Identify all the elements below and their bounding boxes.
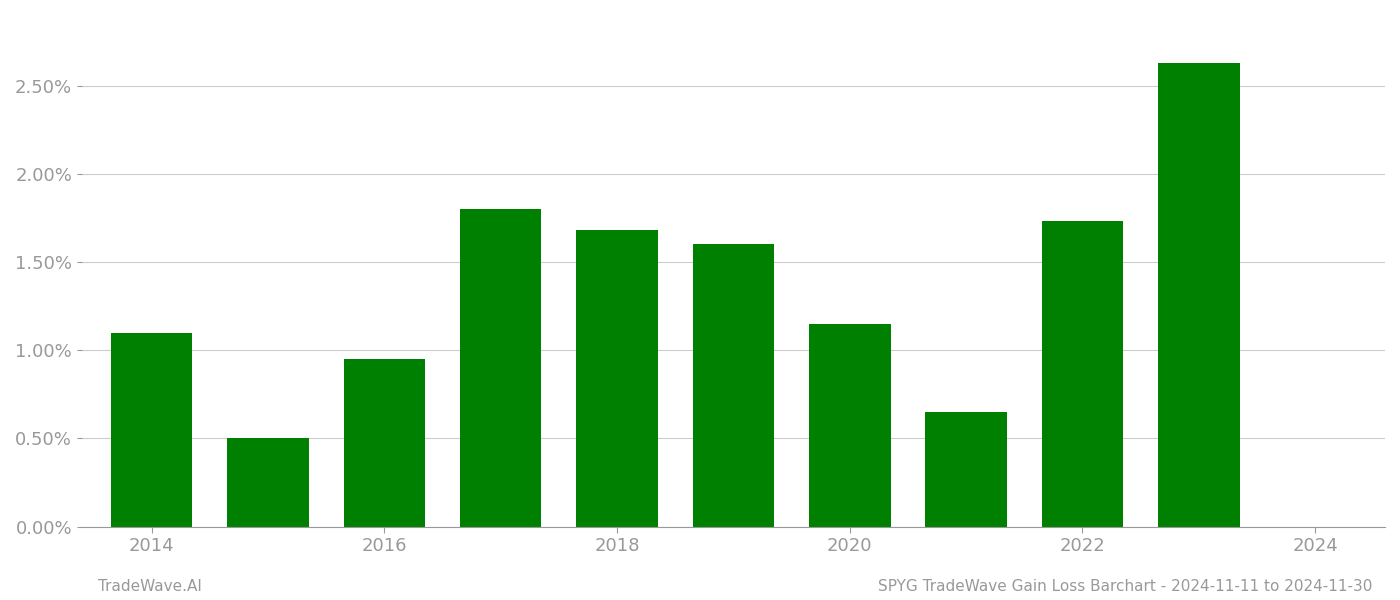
Bar [1158,62,1239,527]
Bar [227,439,309,527]
Text: TradeWave.AI: TradeWave.AI [98,579,202,594]
Bar [925,412,1007,527]
Bar [111,332,192,527]
Bar [343,359,426,527]
Bar [693,244,774,527]
Text: SPYG TradeWave Gain Loss Barchart - 2024-11-11 to 2024-11-30: SPYG TradeWave Gain Loss Barchart - 2024… [878,579,1372,594]
Bar [577,230,658,527]
Bar [1042,221,1123,527]
Bar [809,324,890,527]
Bar [461,209,542,527]
